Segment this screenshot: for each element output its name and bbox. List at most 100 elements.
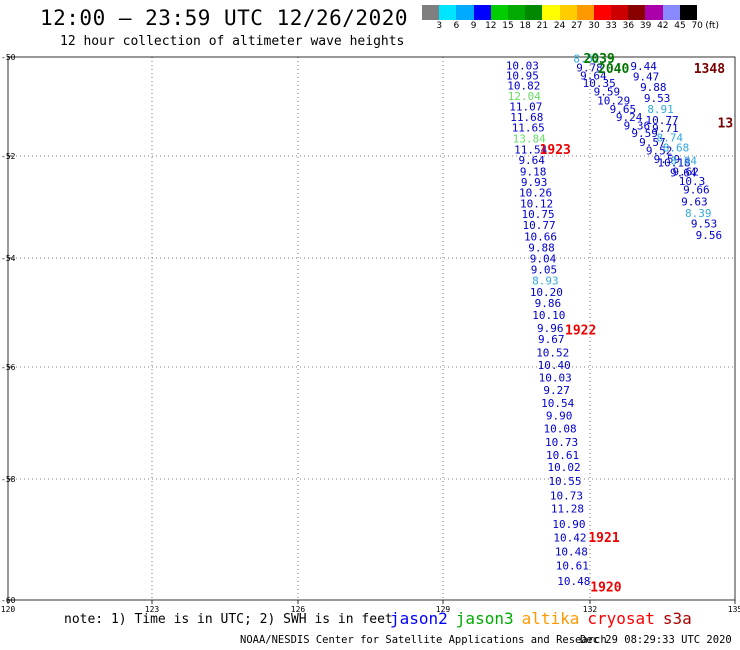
x-tick-label: 120 (1, 605, 16, 614)
wave-height-label: 8.84 (671, 155, 698, 168)
colorbar (422, 5, 697, 20)
colorbar-swatch (559, 5, 577, 20)
wave-height-label: 10.26 (519, 187, 552, 200)
wave-height-label: 10.75 (521, 208, 554, 221)
chart-ticks: 120 123 126 129 132 135 -50 -52 -54 -56 -58 -60 (1, 53, 740, 614)
wave-height-label: 10.90 (552, 518, 585, 531)
wave-height-label: 9.24 (616, 111, 643, 124)
x-tick-label: 123 (145, 605, 160, 614)
colorbar-swatch (593, 5, 612, 20)
x-tick-label: 129 (436, 605, 451, 614)
x-tick-label: 135 (728, 605, 740, 614)
wave-height-label: 10.48 (555, 546, 588, 559)
wave-height-label: 9.64 (518, 154, 545, 167)
wave-height-label: 9.05 (531, 263, 558, 276)
wave-height-label: 10.42 (553, 532, 586, 545)
wave-height-label: 10.10 (532, 309, 565, 322)
page-subtitle: 12 hour collection of altimeter wave hei… (60, 34, 405, 49)
wave-height-label: 9.90 (546, 410, 573, 423)
generated-timestamp: Dec 29 08:29:33 UTC 2020 (580, 634, 732, 646)
pass-time-label: 1348 (694, 62, 725, 77)
legend-item-jason2: jason2 (390, 609, 448, 628)
colorbar-tick-label: 30 (588, 21, 600, 31)
chart-grid (8, 57, 735, 600)
pass-time-label: 1921 (588, 531, 619, 546)
wave-height-label: 10.54 (541, 397, 574, 410)
colorbar-tick-label: 39 (639, 21, 652, 31)
wave-height-label: 11.68 (510, 111, 543, 124)
colorbar-tick-label: 21 (536, 21, 549, 31)
chart-frame (7, 56, 736, 601)
wave-height-label: 9.52 (646, 145, 673, 158)
wave-height-label: 10.52 (536, 346, 569, 359)
colorbar-swatch (507, 5, 526, 20)
pass-time-label: 1922 (565, 323, 596, 338)
colorbar-swatch (525, 5, 543, 20)
wave-height-label: 9.53 (644, 92, 671, 105)
wave-height-label: 11.07 (509, 101, 542, 114)
colorbar-tick-label: 45 (674, 21, 686, 31)
colorbar-tick-label: 33 (605, 21, 617, 31)
colorbar-swatch (490, 5, 508, 20)
wave-height-label: 13.84 (513, 133, 546, 146)
wave-height-label: 9.64 (580, 69, 607, 82)
pass-time-label: 13 (718, 116, 734, 131)
wave-height-label: 10.82 (507, 80, 540, 93)
colorbar-tick-label: 18 (519, 21, 531, 31)
pass-time-label: 1920 (590, 581, 621, 596)
wave-height-label: 12.04 (508, 90, 541, 103)
wave-height-label: 9.62 (672, 165, 699, 178)
colorbar-swatch (422, 5, 440, 20)
wave-height-label: 11.28 (551, 503, 584, 516)
wave-height-label: 8.93 (532, 274, 559, 287)
wave-height-label: 9.04 (530, 253, 557, 266)
colorbar-tick-label: 12 (485, 21, 497, 31)
wave-height-label: 10.12 (520, 197, 553, 210)
colorbar-swatch (542, 5, 560, 20)
wave-height-label: 9.53 (691, 217, 718, 230)
colorbar-swatch (576, 5, 594, 20)
wave-height-label: 11.54 (514, 144, 547, 157)
y-tick-label: -60 (1, 596, 16, 605)
wave-height-label: 10.55 (548, 475, 581, 488)
x-tick-label: 126 (291, 605, 306, 614)
wave-height-label: 10.73 (545, 436, 578, 449)
wave-height-label: 10.61 (556, 560, 589, 573)
wave-height-label: 9.18 (520, 165, 547, 178)
colorbar-swatch (679, 5, 697, 20)
wave-height-label: 10.66 (524, 231, 557, 244)
wave-height-label: 9.96 (537, 322, 564, 335)
wave-height-label: 9.47 (633, 70, 660, 83)
colorbar-swatch (439, 5, 457, 20)
wave-height-label: 10.95 (506, 69, 539, 82)
wave-height-label: 9.65 (610, 103, 637, 116)
wave-height-label: 10.73 (550, 489, 583, 502)
colorbar-tick-label: 3 (436, 21, 443, 31)
colorbar-tick-label: 27 (571, 21, 583, 31)
wave-height-label: 10.02 (547, 461, 580, 474)
wave-height-label: 10.48 (557, 575, 590, 588)
wave-height-label: 9.44 (630, 60, 657, 73)
wave-height-label: 8.68 (663, 142, 690, 155)
wave-height-label: 9.27 (543, 384, 570, 397)
colorbar-swatch (456, 5, 474, 20)
wave-height-label: 9.71 (652, 122, 679, 135)
colorbar-tick-label: 24 (553, 21, 566, 31)
wave-height-label: 9.63 (681, 195, 708, 208)
wave-height-label: 10.40 (538, 359, 571, 372)
colorbar-swatch (611, 5, 629, 20)
legend-item-s3a: s3a (662, 609, 692, 628)
wave-height-label: 9.78 (576, 61, 603, 74)
footer-note: note: 1) Time is in UTC; 2) SWH is in fe… (64, 612, 393, 627)
y-tick-label: -50 (1, 53, 16, 62)
chart-points: 10.0310.9510.8212.0411.0711.6811.6513.84… (506, 52, 722, 588)
y-tick-label: -56 (1, 363, 16, 372)
wave-height-label: 9.59 (654, 153, 681, 166)
colorbar-swatch (662, 5, 680, 20)
wave-height-label: 10.3 (679, 175, 706, 188)
colorbar-tick-label: 70 (691, 21, 703, 31)
wave-height-label: 9.88 (640, 81, 667, 94)
wave-height-label: 9.67 (538, 333, 565, 346)
